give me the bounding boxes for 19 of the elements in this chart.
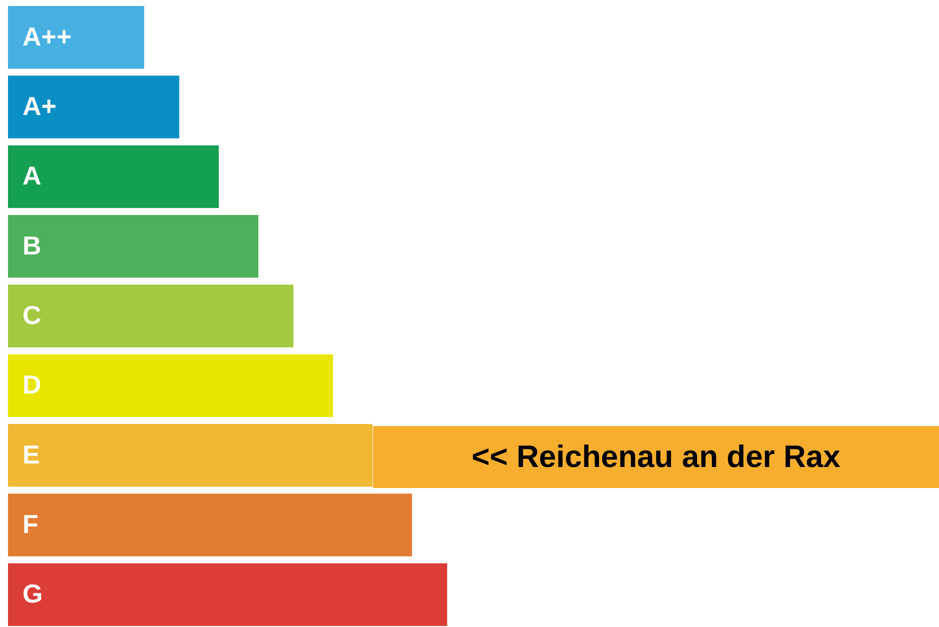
bar xyxy=(8,424,372,487)
y-tick-label: E xyxy=(22,439,40,470)
y-tick-label: B xyxy=(22,230,42,260)
y-tick-label: A+ xyxy=(22,91,56,122)
bar xyxy=(8,563,448,626)
bar xyxy=(8,354,333,418)
note-box: << Reichenau an der Rax xyxy=(373,426,939,488)
y-tick-label: C xyxy=(22,300,42,330)
y-tick-label: D xyxy=(22,370,42,400)
y-tick-label: A++ xyxy=(22,21,72,52)
y-tick-label: F xyxy=(22,508,38,539)
y-tick-label: G xyxy=(22,578,43,609)
bar xyxy=(8,6,144,69)
y-tick-label: A xyxy=(22,160,42,191)
bar xyxy=(8,76,180,138)
bar xyxy=(8,494,412,556)
bar xyxy=(8,145,219,208)
bar xyxy=(8,214,258,278)
bar xyxy=(8,284,294,348)
